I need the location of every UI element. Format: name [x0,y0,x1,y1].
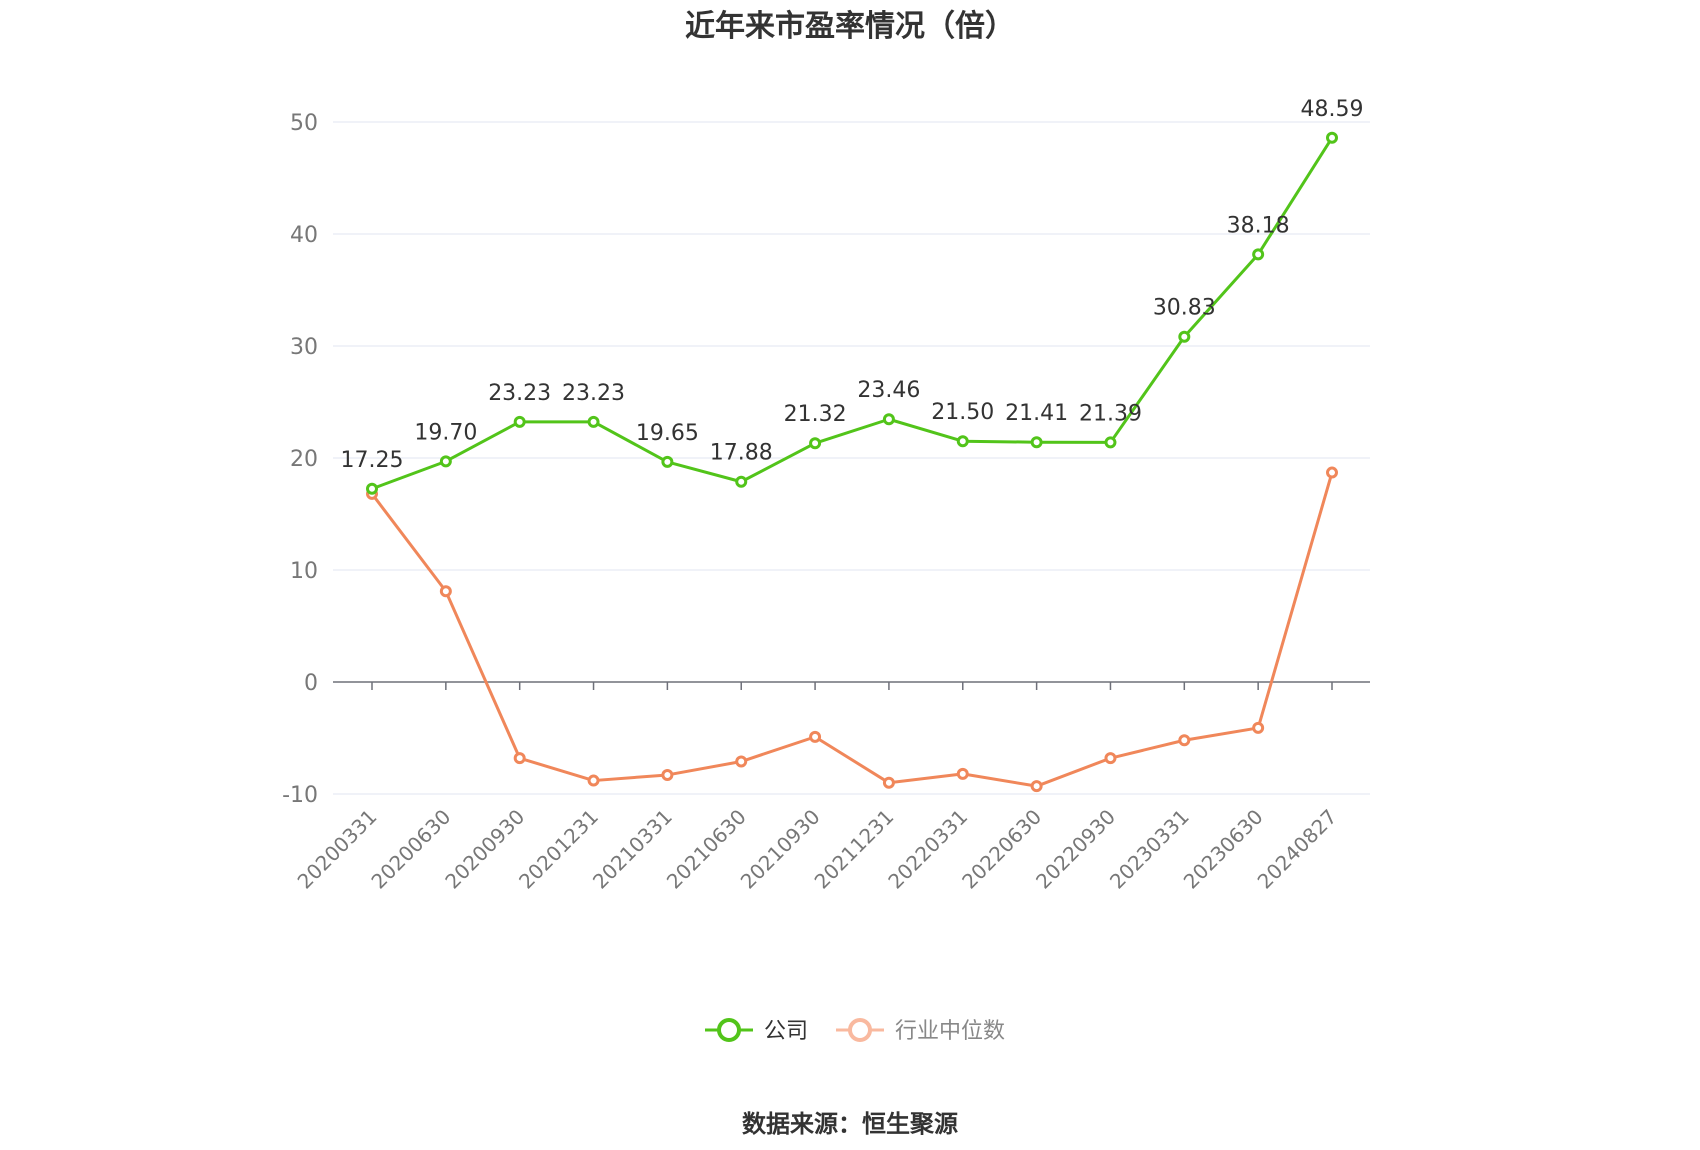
company-data-label: 21.50 [931,400,994,425]
legend-company-marker [717,1018,741,1042]
company-point [661,455,674,468]
company-point [1326,131,1338,144]
y-axis: 50 40 30 20 10 0 -10 [282,111,318,808]
company-data-label: 23.46 [857,378,920,403]
industry-point [809,730,822,743]
company-data-label: 17.88 [710,441,773,466]
data-labels: 17.25 19.70 23.23 23.23 19.65 17.88 21.32 23.46… [341,97,1364,473]
x-tick-label: 20210930 [736,805,825,894]
x-tick-label: 20210630 [662,805,751,894]
company-point [882,413,895,426]
company-point [1104,436,1117,449]
data-source: 数据来源：恒生聚源 [742,1110,958,1138]
company-data-label: 23.23 [562,381,625,406]
industry-point [1326,466,1338,479]
legend-item-industry[interactable]: 行业中位数 [836,1018,1005,1044]
legend-industry-marker [848,1018,872,1042]
series-layer [366,131,1338,793]
company-series-line [371,136,1334,491]
industry-point [1178,734,1191,747]
x-tick-label: 20230630 [1179,805,1268,894]
y-tick-label: 40 [290,223,318,248]
x-tick-label: 20220630 [957,805,1046,894]
company-data-label: 38.18 [1227,213,1290,238]
industry-point [1252,721,1265,734]
x-tick-label: 20200331 [293,805,382,894]
company-data-label: 21.39 [1079,401,1142,426]
x-tick-label: 20240827 [1253,805,1342,894]
y-tick-label: 0 [304,671,318,696]
industry-point [439,585,452,598]
company-point [587,415,600,428]
company-point [809,437,822,450]
company-point [956,435,969,448]
industry-series-line [370,472,1334,788]
industry-point [735,755,748,768]
legend-item-company[interactable]: 公司 [705,1018,808,1044]
x-tick-label: 20201231 [514,805,603,894]
company-point [1030,436,1043,449]
x-tick-label: 20230331 [1105,805,1194,894]
company-data-label: 19.65 [636,421,699,446]
company-point [1252,248,1265,261]
grid-lines [333,121,1370,795]
x-tick-label: 20220331 [883,805,972,894]
industry-point [661,768,674,781]
y-tick-label: 50 [290,111,318,136]
company-data-label: 23.23 [488,381,551,406]
y-tick-label: 10 [290,559,318,584]
industry-point [1030,780,1043,793]
legend: 公司 行业中位数 [705,1018,1005,1044]
x-tick-label: 20220930 [1031,805,1120,894]
x-tick-label: 20210331 [588,805,677,894]
x-tick-label: 20200930 [440,805,529,894]
company-point [735,475,748,488]
industry-point [882,776,895,789]
legend-company-label: 公司 [764,1019,808,1044]
y-tick-label: 20 [290,447,318,472]
company-data-label: 19.70 [414,420,477,445]
company-data-label: 17.25 [341,448,404,473]
x-tick-label: 20211231 [810,805,899,894]
x-tick-label: 20200630 [366,805,455,894]
company-point [439,455,452,468]
legend-industry-label: 行业中位数 [895,1019,1005,1044]
industry-point [956,767,969,780]
company-point [1178,330,1191,343]
company-data-label: 48.59 [1301,97,1364,122]
company-point [513,415,526,428]
y-tick-label: 30 [290,335,318,360]
chart-title: 近年来市盈率情况（倍） [685,9,1015,44]
industry-point [513,752,526,765]
x-axis: 2020033120200630202009302020123120210331… [293,682,1342,894]
industry-point [1104,752,1117,765]
y-tick-label: -10 [282,783,318,808]
company-data-label: 21.41 [1005,401,1068,426]
company-point [366,482,378,495]
industry-point [587,774,600,787]
company-data-label: 21.32 [784,402,847,427]
company-data-label: 30.83 [1153,296,1216,321]
